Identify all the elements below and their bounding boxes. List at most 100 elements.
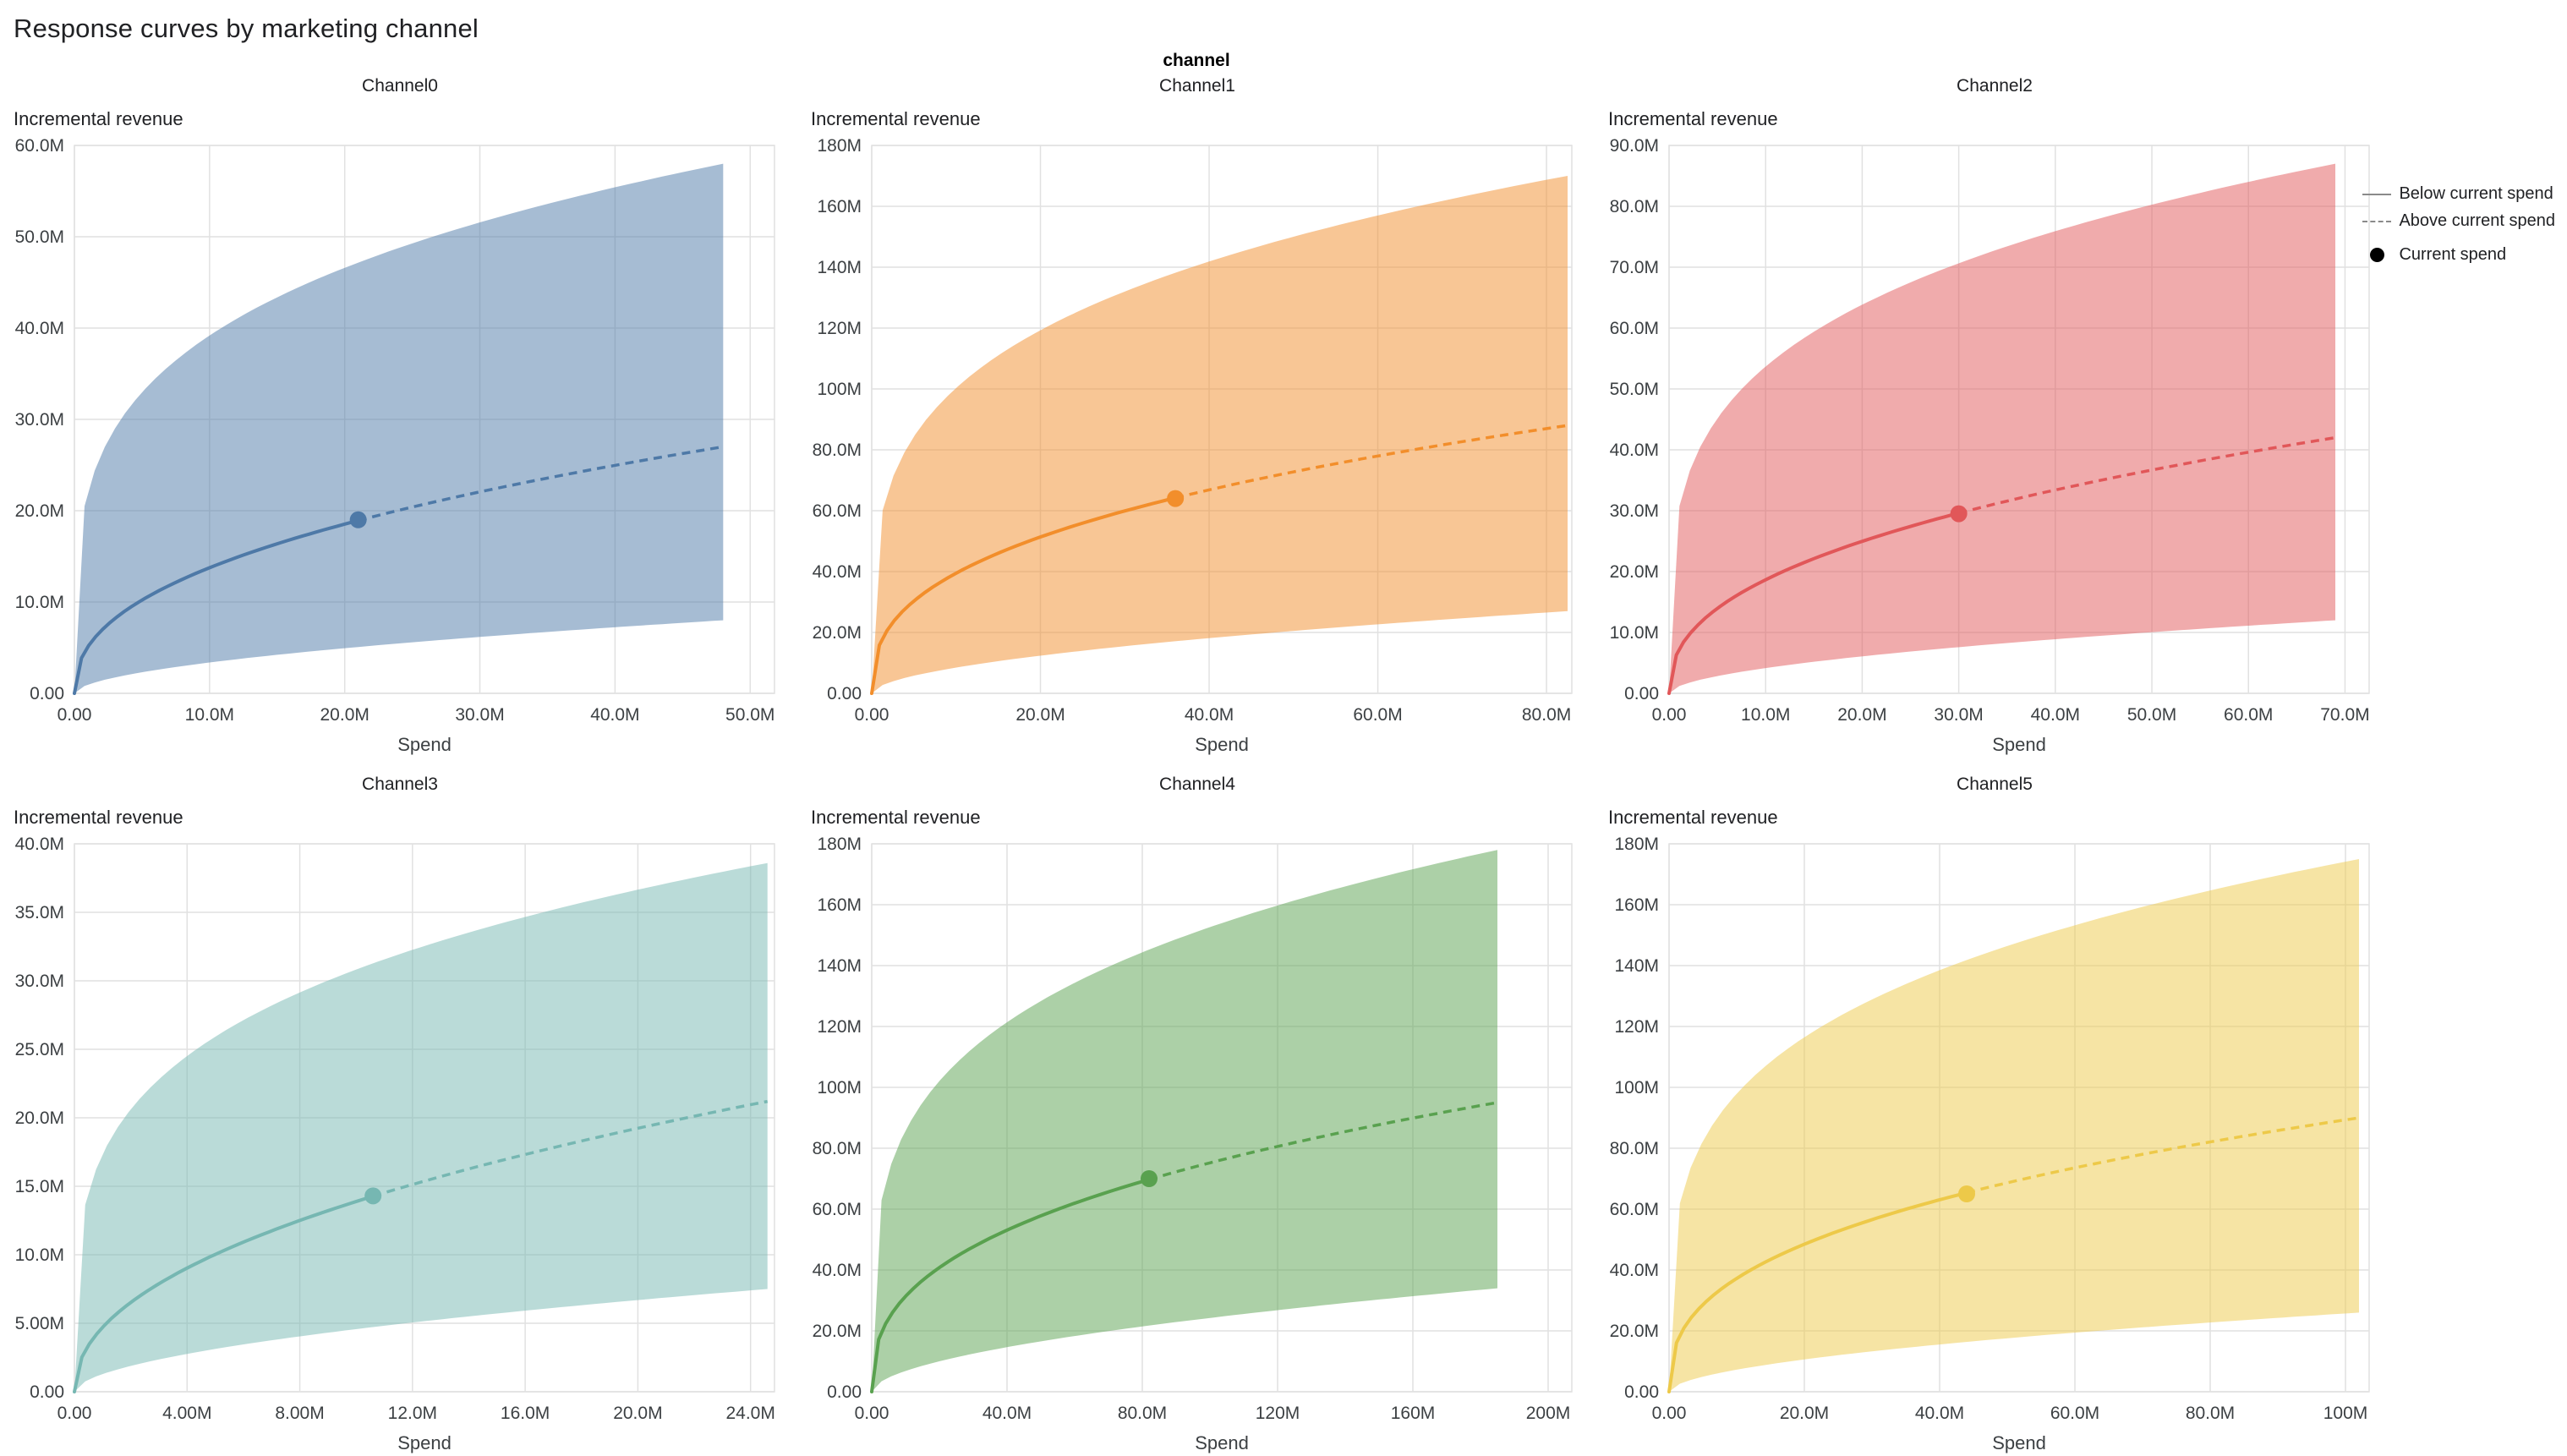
x-tick-label: 0.00 xyxy=(57,705,92,725)
x-tick-label: 80.0M xyxy=(1118,1404,1167,1423)
current-spend-dot xyxy=(1950,505,1968,523)
y-tick-label: 80.0M xyxy=(813,441,862,460)
x-tick-label: 80.0M xyxy=(2186,1404,2235,1423)
y-tick-label: 120M xyxy=(817,1017,862,1037)
y-tick-label: 100M xyxy=(817,380,862,399)
y-tick-label: 40.0M xyxy=(15,319,64,338)
y-tick-label: 20.0M xyxy=(1610,1322,1659,1341)
x-tick-label: 8.00M xyxy=(275,1404,324,1423)
y-tick-label: 160M xyxy=(817,895,862,915)
chart-title: Channel5 xyxy=(1957,775,2033,794)
y-tick-label: 40.0M xyxy=(813,1261,862,1280)
y-tick-label: 40.0M xyxy=(1610,1261,1659,1280)
x-tick-label: 40.0M xyxy=(1185,705,1234,725)
chart-svg: 0.00 10.0M 20.0M 30.0M 40.0M 50.0M 0.00 10.0M 20… xyxy=(15,137,775,755)
y-tick-label: 140M xyxy=(1614,956,1659,976)
y-tick-label: 10.0M xyxy=(15,593,64,612)
x-tick-label: 80.0M xyxy=(1522,705,1571,725)
chart-title: Channel4 xyxy=(1159,775,1235,794)
chart-channel1: Channel1 Incremental revenue 0.00 20.0M 40… xyxy=(804,76,1601,763)
chart-svg: 0.00 10.0M 20.0M 30.0M 40.0M 50.0M 60.0M 70.0M 0… xyxy=(1610,137,2370,755)
chart-title: Channel3 xyxy=(362,775,438,794)
plot-border xyxy=(871,843,1573,1393)
chart-title: Channel2 xyxy=(1957,76,2033,96)
confidence-band xyxy=(872,176,1568,693)
y-tick-label: 70.0M xyxy=(1610,258,1659,277)
plot-border xyxy=(1668,145,2370,694)
y-tick-label: 180M xyxy=(817,835,862,854)
facet-label: channel xyxy=(1163,51,1230,70)
x-tick-label: 40.0M xyxy=(2031,705,2080,725)
legend-item-above-current-spend: Above current spend xyxy=(2362,211,2555,231)
below-current-spend-line xyxy=(870,495,1178,695)
above-current-spend-line xyxy=(1966,1116,2360,1195)
y-tick-label: 50.0M xyxy=(1610,380,1659,399)
x-axis-title: Spend xyxy=(1195,1432,1249,1453)
chart-svg: 0.00 4.00M 8.00M 12.0M 16.0M 20.0M 24.0M 0.00 5.… xyxy=(15,835,775,1453)
x-tick-label: 30.0M xyxy=(1934,705,1983,725)
plot-border xyxy=(871,145,1573,694)
dashed-line-swatch xyxy=(2362,220,2392,222)
y-tick-label: 60.0M xyxy=(1610,1200,1659,1219)
chart-title: Channel1 xyxy=(1159,76,1235,96)
y-tick-label: 60.0M xyxy=(813,1200,862,1219)
y-tick-label: 10.0M xyxy=(1610,623,1659,643)
x-tick-label: 50.0M xyxy=(725,705,774,725)
y-axis-title: Incremental revenue xyxy=(14,108,183,129)
y-tick-label: 20.0M xyxy=(15,1108,64,1128)
x-tick-label: 12.0M xyxy=(388,1404,437,1423)
x-axis-title: Spend xyxy=(397,1432,452,1453)
x-tick-label: 20.0M xyxy=(1780,1404,1829,1423)
y-tick-label: 20.0M xyxy=(813,1322,862,1341)
y-tick-label: 40.0M xyxy=(15,835,64,854)
y-tick-label: 180M xyxy=(1614,835,1659,854)
y-tick-label: 80.0M xyxy=(813,1139,862,1158)
x-axis-title: Spend xyxy=(1195,734,1249,755)
plot-area: 0.00 40.0M 80.0M 120M 160M 200M 0.00 20.0M 40.0M… xyxy=(804,835,1601,1456)
x-tick-label: 100M xyxy=(2323,1404,2368,1423)
below-current-spend-line xyxy=(870,1178,1151,1393)
y-tick-label: 0.00 xyxy=(1624,1382,1659,1402)
x-axis-title: Spend xyxy=(1992,1432,2046,1453)
confidence-band xyxy=(1669,859,2359,1392)
below-current-spend-line xyxy=(1667,511,1961,695)
above-current-spend-line xyxy=(1958,435,2336,515)
y-tick-label: 0.00 xyxy=(30,1382,64,1402)
x-tick-label: 20.0M xyxy=(613,1404,662,1423)
page-title: Response curves by marketing channel xyxy=(14,14,479,43)
solid-line-swatch xyxy=(2362,193,2392,195)
y-tick-label: 40.0M xyxy=(1610,441,1659,460)
x-tick-label: 60.0M xyxy=(1353,705,1402,725)
chart-channel2: Channel2 Incremental revenue 0.00 10.0M 20… xyxy=(1601,76,2399,763)
y-axis-title: Incremental revenue xyxy=(811,807,981,828)
plot-area: 0.00 10.0M 20.0M 30.0M 40.0M 50.0M 0.00 10.0M 20… xyxy=(7,137,804,763)
plot-border xyxy=(74,843,775,1393)
chart-channel4: Channel4 Incremental revenue 0.00 40.0M 80… xyxy=(804,775,1601,1456)
legend-item-current-spend: Current spend xyxy=(2362,245,2555,265)
below-current-spend-line xyxy=(73,1194,375,1393)
current-spend-dot xyxy=(1141,1170,1158,1187)
x-tick-label: 0.00 xyxy=(855,705,889,725)
below-current-spend-line xyxy=(73,518,360,695)
x-tick-label: 160M xyxy=(1391,1404,1436,1423)
y-tick-label: 80.0M xyxy=(1610,197,1659,216)
y-axis-title: Incremental revenue xyxy=(811,108,981,129)
x-tick-label: 60.0M xyxy=(2050,1404,2099,1423)
plot-area: 0.00 20.0M 40.0M 60.0M 80.0M 100M 0.00 20.0M 40.… xyxy=(1601,835,2399,1456)
y-axis-title: Incremental revenue xyxy=(1608,108,1778,129)
x-tick-label: 4.00M xyxy=(162,1404,211,1423)
y-tick-label: 20.0M xyxy=(15,501,64,521)
y-tick-label: 160M xyxy=(817,197,862,216)
y-tick-label: 120M xyxy=(1614,1017,1659,1037)
current-spend-dot xyxy=(349,511,367,528)
legend-label: Current spend xyxy=(2399,245,2507,264)
above-current-spend-line xyxy=(1174,424,1568,500)
above-current-spend-line xyxy=(358,445,724,523)
y-tick-label: 120M xyxy=(817,319,862,338)
y-tick-label: 100M xyxy=(1614,1078,1659,1097)
y-tick-label: 15.0M xyxy=(15,1177,64,1196)
x-tick-label: 30.0M xyxy=(455,705,504,725)
current-spend-dot xyxy=(1167,490,1185,507)
confidence-band xyxy=(74,163,724,694)
x-tick-label: 120M xyxy=(1256,1404,1300,1423)
